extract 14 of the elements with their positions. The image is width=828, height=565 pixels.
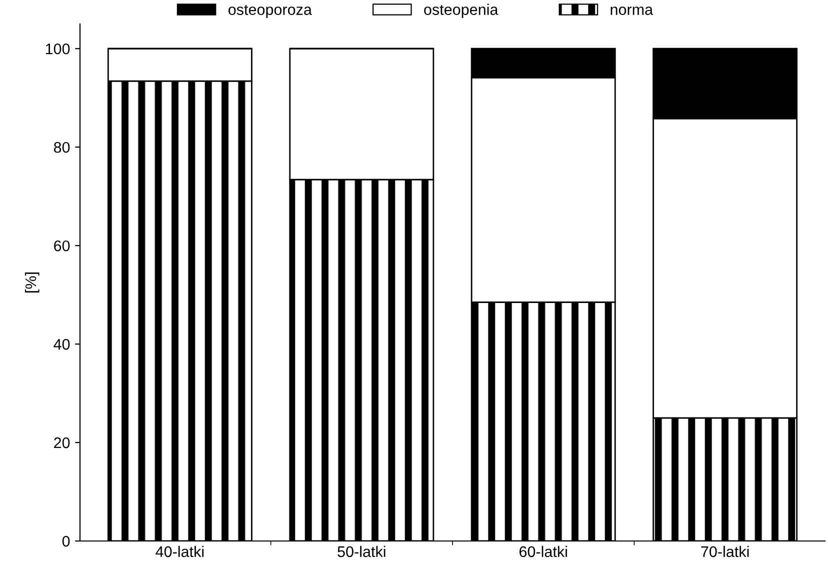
y-tick-label: 20: [54, 437, 70, 448]
x-tick-label: 60-latki: [520, 546, 567, 558]
y-tick-label: 100: [46, 43, 70, 54]
y-axis-title: [%]: [24, 272, 40, 292]
x-tick-label: 40-latki: [156, 546, 204, 558]
y-tick-label: 80: [54, 142, 70, 153]
legend-label: norma: [610, 6, 654, 15]
y-tick-label: 0: [62, 536, 70, 547]
x-tick-label: 50-latki: [338, 546, 386, 558]
y-tick-label: 40: [54, 338, 70, 350]
legend-label: osteoporoza: [228, 4, 312, 18]
legend-label: osteopenia: [424, 4, 498, 18]
x-tick-label: 70-latki: [701, 546, 749, 558]
y-tick-label: 60: [54, 240, 70, 252]
